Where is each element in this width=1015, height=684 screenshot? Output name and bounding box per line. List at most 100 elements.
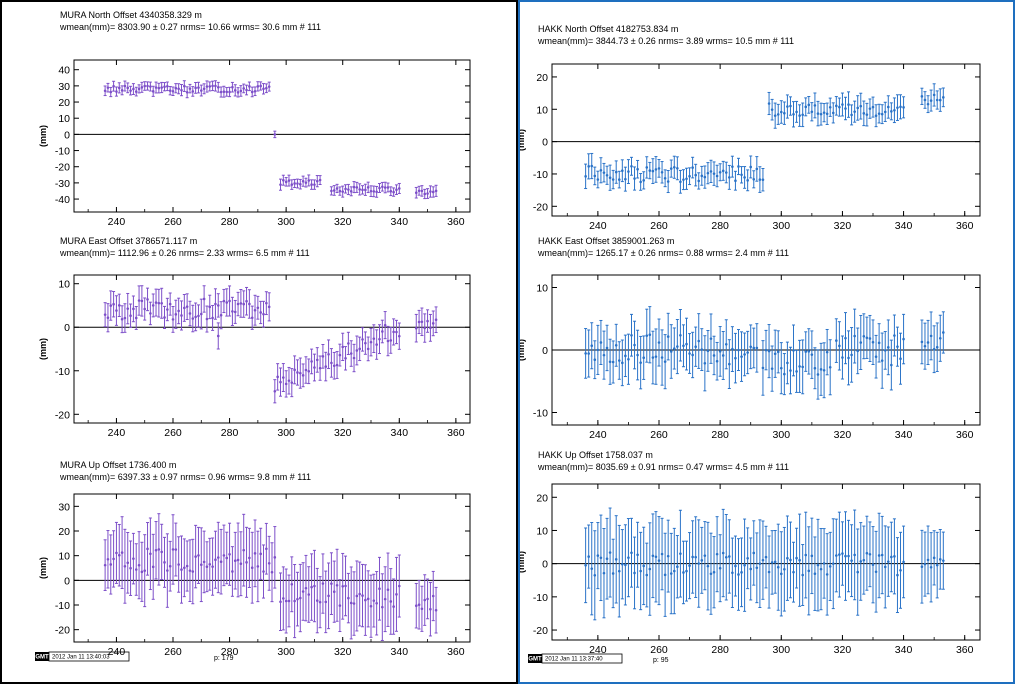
point-marker <box>743 563 746 567</box>
point-marker <box>752 178 756 181</box>
data-point <box>366 181 370 194</box>
point-marker <box>932 93 936 97</box>
point-marker <box>633 571 636 575</box>
point-marker <box>420 189 424 193</box>
y-tick-label: 10 <box>58 279 70 291</box>
data-point <box>593 340 597 380</box>
data-point <box>219 528 223 595</box>
data-point <box>776 330 780 374</box>
data-point <box>295 178 299 189</box>
point-marker <box>298 182 302 186</box>
point-marker <box>920 565 924 569</box>
data-point <box>312 549 316 623</box>
data-point <box>853 509 857 601</box>
data-point <box>779 342 783 395</box>
point-marker <box>109 90 113 94</box>
data-point <box>657 516 661 606</box>
point-marker <box>819 567 823 571</box>
y-tick-label: 10 <box>58 551 70 563</box>
data-point <box>764 329 768 371</box>
data-point <box>114 86 118 97</box>
data-point <box>208 294 212 320</box>
point-marker <box>672 165 676 169</box>
point-marker <box>134 90 138 93</box>
data-point <box>318 576 322 629</box>
data-point <box>126 82 130 94</box>
point-marker <box>378 186 381 190</box>
point-marker <box>630 333 633 337</box>
point-marker <box>838 344 841 348</box>
point-marker <box>617 569 621 573</box>
data-point <box>426 188 430 199</box>
point-marker <box>608 360 612 364</box>
point-marker <box>923 344 927 348</box>
data-series <box>103 80 438 200</box>
point-marker <box>338 353 342 357</box>
point-marker <box>648 333 652 337</box>
data-point <box>157 288 161 318</box>
point-marker <box>304 181 308 184</box>
timestamp: 2012 Jan 11 13:37:40 <box>545 657 603 663</box>
point-marker <box>188 87 192 90</box>
point-marker <box>228 299 231 303</box>
point-marker <box>282 178 285 182</box>
point-marker <box>932 556 936 560</box>
point-marker <box>194 315 197 319</box>
data-point <box>236 87 240 98</box>
timestamp-box <box>541 653 623 664</box>
point-marker <box>731 347 734 351</box>
data-point <box>740 537 744 608</box>
data-point <box>941 87 945 108</box>
data-point <box>874 334 878 379</box>
point-marker <box>137 299 141 302</box>
data-point <box>146 522 150 576</box>
data-point <box>611 340 615 384</box>
point-marker <box>287 599 291 603</box>
data-point <box>801 102 805 128</box>
point-marker <box>844 554 847 558</box>
data-point <box>810 330 814 379</box>
point-marker <box>228 552 231 556</box>
plot-mura-east: MURA East Offset 3786571.117 m wmean(mm)=… <box>38 236 471 439</box>
point-marker <box>871 563 875 567</box>
point-marker <box>700 174 704 178</box>
point-marker <box>621 361 624 365</box>
point-marker <box>149 85 152 88</box>
data-point <box>850 104 854 126</box>
data-point <box>871 319 875 366</box>
point-marker <box>715 359 719 363</box>
data-point <box>312 179 316 190</box>
data-point <box>877 512 881 599</box>
data-point <box>267 292 271 322</box>
data-point <box>697 172 701 190</box>
data-point <box>293 178 297 189</box>
data-point <box>177 536 181 593</box>
data-point <box>117 523 121 587</box>
point-marker <box>624 177 627 181</box>
data-point <box>273 379 277 404</box>
point-marker <box>163 316 166 319</box>
data-point <box>767 91 771 116</box>
data-point <box>847 91 851 118</box>
data-point <box>137 84 141 94</box>
data-point <box>709 532 713 615</box>
x-tick-label: 240 <box>589 644 607 656</box>
point-marker <box>166 85 169 88</box>
point-marker <box>883 349 887 352</box>
point-marker <box>381 185 384 189</box>
x-tick-label: 340 <box>391 427 409 439</box>
point-marker <box>284 180 288 184</box>
point-marker <box>645 573 649 577</box>
data-point <box>143 534 147 608</box>
data-point <box>174 299 178 329</box>
data-point <box>651 513 655 599</box>
data-point <box>703 335 707 392</box>
point-marker <box>663 573 667 577</box>
point-marker <box>853 553 856 557</box>
data-point <box>767 324 771 379</box>
data-point <box>712 536 716 609</box>
point-marker <box>231 310 234 313</box>
point-marker <box>734 179 737 183</box>
data-point <box>143 81 147 91</box>
point-marker <box>810 110 814 114</box>
